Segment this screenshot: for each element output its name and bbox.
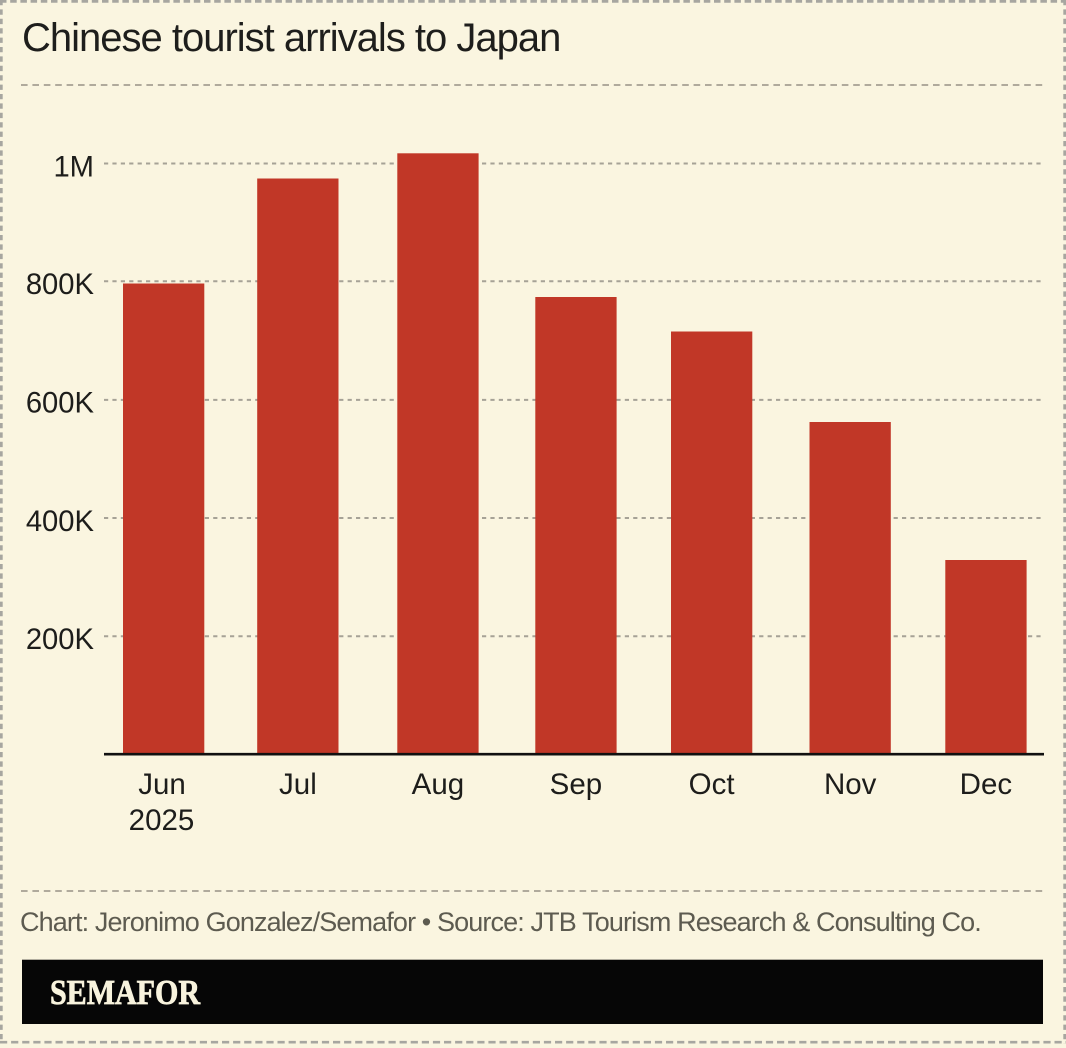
- svg-text:Chinese tourist arrivals to Ja: Chinese tourist arrivals to Japan: [22, 16, 560, 60]
- svg-text:Jun: Jun: [138, 768, 186, 801]
- svg-text:Aug: Aug: [412, 768, 465, 801]
- svg-text:600K: 600K: [26, 387, 95, 419]
- svg-text:Nov: Nov: [824, 768, 877, 801]
- svg-text:Dec: Dec: [960, 768, 1012, 801]
- svg-text:SEMAFOR: SEMAFOR: [50, 973, 201, 1012]
- svg-text:800K: 800K: [26, 269, 95, 301]
- svg-text:Oct: Oct: [689, 768, 735, 801]
- svg-text:Chart: Jeronimo Gonzalez/Semaf: Chart: Jeronimo Gonzalez/Semafor • Sourc…: [20, 907, 981, 937]
- svg-text:200K: 200K: [26, 624, 95, 656]
- svg-text:400K: 400K: [26, 506, 95, 538]
- svg-text:1M: 1M: [53, 151, 94, 183]
- svg-text:Jul: Jul: [279, 768, 317, 801]
- svg-text:2025: 2025: [129, 804, 195, 837]
- svg-text:Sep: Sep: [550, 768, 603, 801]
